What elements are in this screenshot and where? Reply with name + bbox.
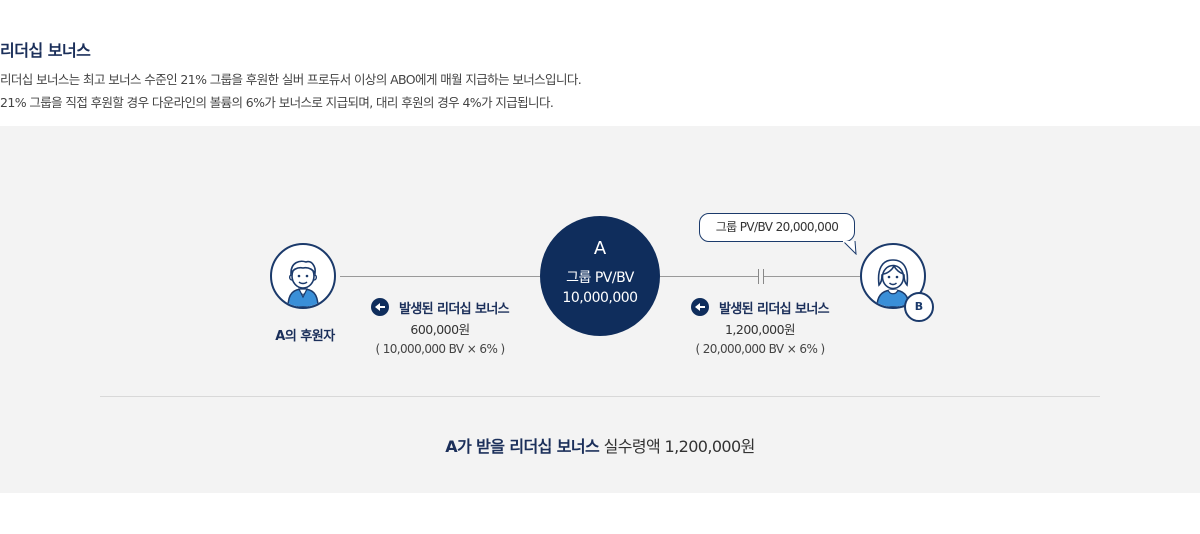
member-a-letter: A <box>593 238 607 259</box>
connector-line-left <box>340 276 540 277</box>
sponsor-avatar <box>270 243 336 309</box>
page-title: 리더십 보너스 <box>0 41 91 60</box>
description-line-1: 리더십 보너스는 최고 보너스 수준인 21% 그룹을 후원한 실버 프로듀서 … <box>0 72 582 87</box>
group-volume-bubble: 그룹 PV/BV 20,000,000 <box>699 213 855 242</box>
bubble-tail <box>843 241 857 255</box>
right-bonus-title-row: 발생된 리더십 보너스 <box>660 296 860 318</box>
line-break-mark <box>758 269 759 284</box>
left-bonus-info: 발생된 리더십 보너스 600,000원 ( 10,000,000 BV × 6… <box>340 296 540 356</box>
male-person-icon <box>287 260 319 307</box>
description-line-2: 21% 그룹을 직접 후원할 경우 다운라인의 볼륨의 6%가 보너스로 지급되… <box>0 95 554 110</box>
member-a-circle: A 그룹 PV/BV 10,000,000 <box>540 216 660 336</box>
downline-avatar <box>860 243 926 309</box>
divider <box>100 396 1100 397</box>
left-bonus-amount: 600,000원 <box>410 322 470 337</box>
female-person-icon <box>876 259 910 307</box>
right-bonus-title: 발생된 리더십 보너스 <box>718 301 830 317</box>
summary-value: 실수령액 1,200,000원 <box>603 437 756 456</box>
arrow-left-icon <box>370 298 389 316</box>
sponsor-label: A의 후원자 <box>275 329 335 344</box>
line-break-mark <box>763 269 764 284</box>
summary-label: A가 받을 리더십 보너스 <box>445 437 600 456</box>
left-bonus-formula: ( 10,000,000 BV × 6% ) <box>375 342 505 356</box>
right-bonus-info: 발생된 리더십 보너스 1,200,000원 ( 20,000,000 BV ×… <box>660 296 860 356</box>
left-bonus-title-row: 발생된 리더십 보너스 <box>340 296 540 318</box>
arrow-left-icon <box>690 298 709 316</box>
member-a-group-value: 10,000,000 <box>562 290 638 306</box>
line-break-gap <box>758 271 764 282</box>
summary-line: A가 받을 리더십 보너스 실수령액 1,200,000원 <box>0 433 1200 457</box>
right-bonus-amount: 1,200,000원 <box>724 322 796 337</box>
downline-badge: B <box>904 292 934 322</box>
member-a-group-label: 그룹 PV/BV <box>566 270 634 286</box>
right-bonus-formula: ( 20,000,000 BV × 6% ) <box>695 342 825 356</box>
left-bonus-title: 발생된 리더십 보너스 <box>398 301 510 317</box>
bonus-diagram-panel: A의 후원자 발생된 리더십 보너스 600,000원 ( 10,000,000… <box>0 126 1200 493</box>
